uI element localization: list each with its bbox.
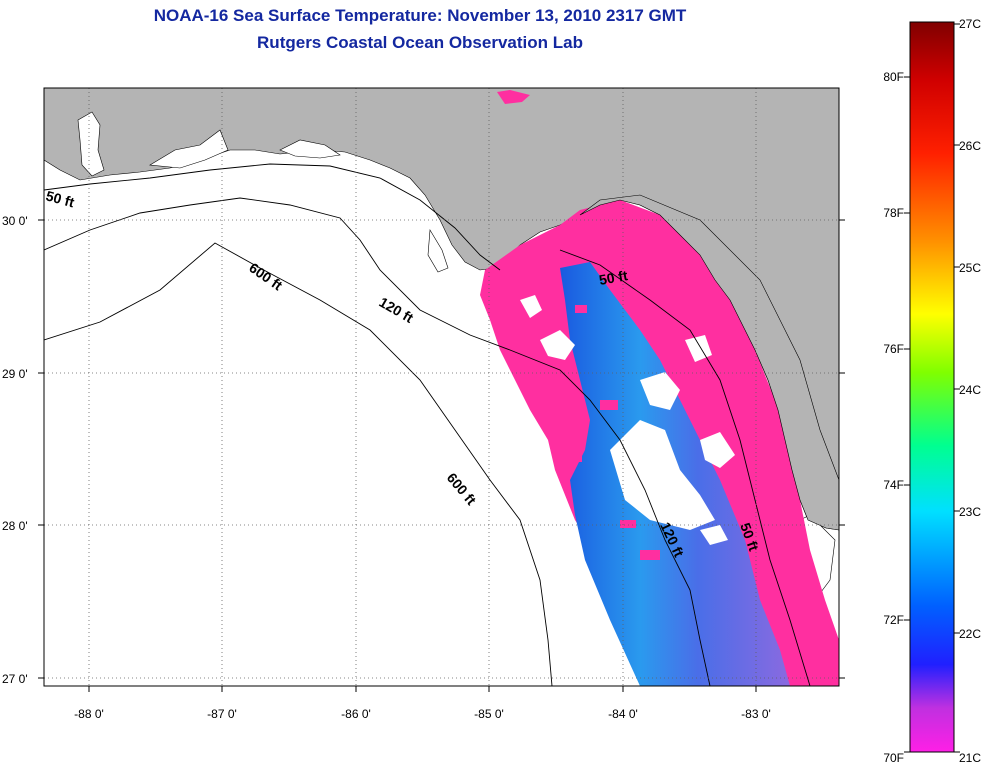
lon-label: -83 0': [741, 707, 771, 721]
lon-label: -87 0': [207, 707, 237, 721]
colorbar-celsius-label: 21C: [959, 751, 981, 765]
lon-label: -85 0': [474, 707, 504, 721]
colorbar-celsius-label: 27C: [959, 17, 981, 31]
map-title: NOAA-16 Sea Surface Temperature: Novembe…: [153, 6, 687, 25]
colorbar-fahrenheit-label: 72F: [883, 613, 904, 627]
colorbar-fahrenheit-label: 80F: [883, 70, 904, 84]
cloud-gaps: [520, 295, 735, 545]
map-frame: [43, 87, 840, 687]
colorbar: [909, 21, 955, 753]
colorbar-ticks: [904, 23, 960, 753]
colorbar-celsius-label: 24C: [959, 383, 981, 397]
lat-label: 28 0': [2, 519, 28, 533]
colorbar-celsius-label: 26C: [959, 139, 981, 153]
warm-speckles: [560, 305, 674, 560]
contour-label: 50 ft: [598, 267, 629, 288]
colorbar-celsius-label: 23C: [959, 505, 981, 519]
lat-label: 29 0': [2, 367, 28, 381]
land-peninsula: [579, 88, 839, 531]
colorbar-fahrenheit-label: 70F: [883, 751, 904, 765]
lat-lon-grid: [44, 88, 839, 686]
lon-label: -86 0': [341, 707, 371, 721]
axis-ticks: [38, 219, 845, 692]
pensacola-bay: [149, 129, 229, 169]
apalachee-inlet: [427, 229, 449, 273]
lat-label: 30 0': [2, 214, 28, 228]
mobile-bay: [77, 111, 105, 177]
lon-label: -88 0': [74, 707, 104, 721]
st-andrew-bay: [279, 139, 341, 159]
colorbar-celsius-label: 22C: [959, 627, 981, 641]
colorbar-fahrenheit-label: 74F: [883, 478, 904, 492]
map-subtitle: Rutgers Coastal Ocean Observation Lab: [257, 33, 583, 52]
lat-label: 27 0': [2, 672, 28, 686]
colorbar-fahrenheit-label: 78F: [883, 206, 904, 220]
inland-blob: [497, 90, 530, 104]
colorbar-celsius-label: 25C: [959, 261, 981, 275]
colorbar-fahrenheit-label: 76F: [883, 342, 904, 356]
depth-contours: [44, 163, 811, 686]
contour-label: 50 ft: [44, 187, 76, 210]
lon-label: -84 0': [608, 707, 638, 721]
